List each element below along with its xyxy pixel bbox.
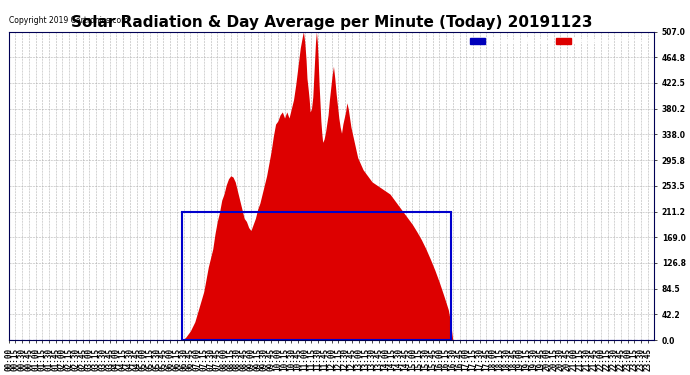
Bar bbox=[182, 211, 451, 340]
Title: Solar Radiation & Day Average per Minute (Today) 20191123: Solar Radiation & Day Average per Minute… bbox=[70, 15, 592, 30]
Legend: Median (W/m2), Radiation (W/m2): Median (W/m2), Radiation (W/m2) bbox=[469, 35, 651, 48]
Text: Copyright 2019 Cartronics.com: Copyright 2019 Cartronics.com bbox=[9, 16, 129, 26]
